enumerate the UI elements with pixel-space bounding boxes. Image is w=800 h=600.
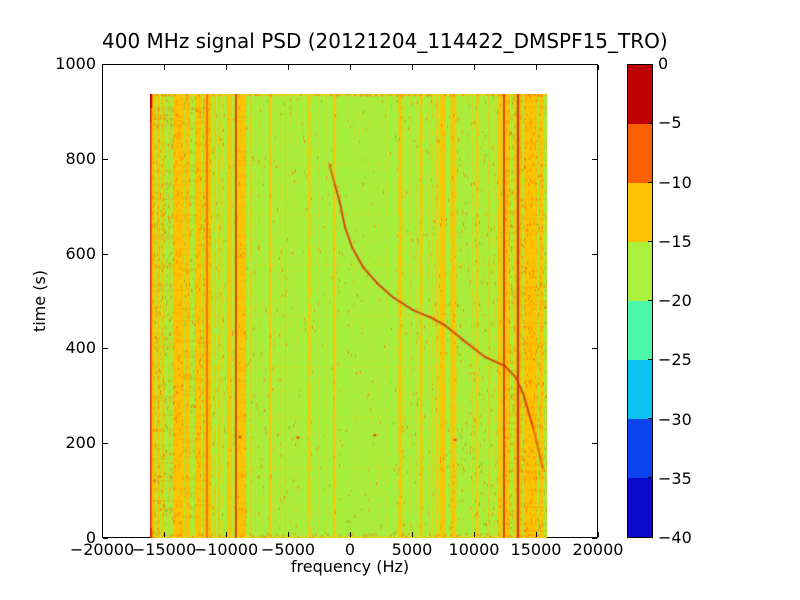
y-tick-mark	[592, 348, 597, 350]
y-tick-mark	[103, 538, 108, 539]
y-tick-label: 0	[85, 528, 96, 547]
y-tick-mark	[592, 253, 597, 255]
y-tick-mark	[592, 443, 597, 445]
colorbar-segment	[628, 124, 652, 183]
x-tick-mark	[598, 65, 599, 70]
colorbar-segment	[628, 478, 652, 537]
x-tick-mark	[288, 532, 289, 537]
y-tick-label: 600	[65, 243, 96, 263]
y-tick-mark	[592, 538, 597, 539]
colorbar-tick-label: 0	[658, 54, 669, 73]
x-tick-mark	[350, 532, 351, 537]
y-tick-mark	[592, 64, 597, 65]
x-tick-mark	[412, 532, 413, 537]
x-axis-label: frequency (Hz)	[290, 557, 410, 576]
colorbar-tick-mark	[648, 300, 652, 301]
colorbar-segment	[628, 419, 652, 478]
x-tick-label: 0	[344, 540, 356, 559]
colorbar-tick-mark	[648, 418, 652, 419]
x-tick-label: −15000	[131, 540, 197, 559]
x-tick-label: −20000	[69, 540, 135, 559]
x-tick-label: 10000	[448, 540, 500, 559]
colorbar-tick-mark	[648, 123, 652, 124]
x-tick-mark	[288, 65, 289, 70]
x-tick-mark	[226, 532, 227, 537]
x-tick-mark	[226, 65, 227, 70]
x-tick-mark	[164, 65, 165, 70]
plot-title: 400 MHz signal PSD (20121204_114422_DMSP…	[102, 29, 668, 53]
y-tick-mark	[103, 158, 108, 160]
y-tick-mark	[103, 348, 108, 350]
colorbar-tick-label: −30	[658, 409, 692, 429]
y-tick-mark	[103, 253, 108, 255]
colorbar-tick-mark	[648, 359, 652, 360]
x-tick-mark	[598, 532, 599, 537]
axes-frame	[102, 64, 599, 539]
colorbar-tick-mark	[648, 477, 652, 478]
x-tick-mark	[474, 532, 475, 537]
colorbar-tick-label: −20	[658, 291, 692, 310]
colorbar-tick-mark	[648, 241, 652, 242]
colorbar-tick-label: −35	[658, 468, 692, 488]
colorbar-tick-label: −40	[658, 528, 692, 547]
y-tick-label: 800	[65, 148, 96, 168]
colorbar-segment	[628, 183, 652, 242]
x-tick-mark	[164, 532, 165, 537]
y-tick-mark	[103, 443, 108, 445]
x-tick-label: 20000	[572, 540, 624, 559]
colorbar-tick-label: −5	[658, 113, 682, 133]
x-tick-label: −5000	[260, 540, 316, 559]
x-tick-mark	[536, 65, 537, 70]
colorbar-tick-mark	[648, 182, 652, 183]
colorbar-segment	[628, 360, 652, 419]
x-tick-mark	[102, 65, 103, 70]
x-tick-mark	[102, 532, 103, 537]
y-tick-mark	[592, 158, 597, 160]
x-tick-mark	[536, 532, 537, 537]
colorbar-tick-label: −10	[658, 172, 692, 192]
colorbar	[627, 64, 653, 538]
colorbar-segment	[628, 242, 652, 301]
x-tick-label: 5000	[391, 540, 433, 559]
x-tick-mark	[474, 65, 475, 70]
y-tick-mark	[103, 64, 108, 65]
x-tick-mark	[412, 65, 413, 70]
colorbar-segment	[628, 301, 652, 360]
y-tick-label: 1000	[55, 54, 96, 73]
colorbar-tick-label: −15	[658, 231, 692, 251]
x-tick-mark	[350, 65, 351, 70]
spectrogram-canvas	[150, 94, 547, 538]
x-tick-label: 15000	[510, 540, 562, 559]
colorbar-segment	[628, 65, 652, 124]
x-tick-label: −10000	[193, 540, 259, 559]
colorbar-tick-label: −25	[658, 350, 692, 370]
y-tick-label: 400	[65, 338, 96, 358]
y-tick-label: 200	[65, 433, 96, 453]
